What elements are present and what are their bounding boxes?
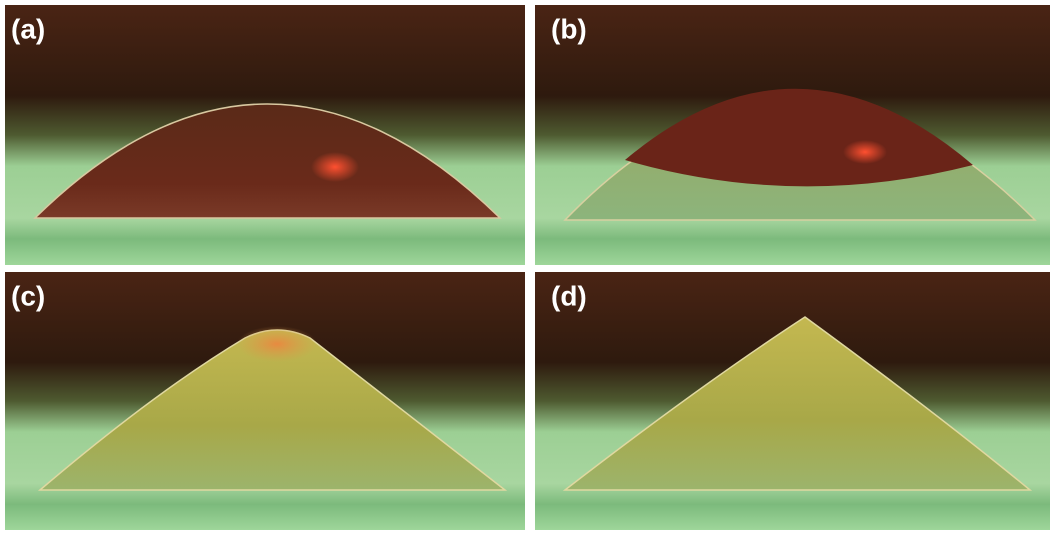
panel: (b) [535,5,1050,265]
red-region [625,88,973,187]
panel: (d) [535,272,1050,530]
droplet [33,103,502,219]
panel: (c) [5,272,525,530]
light-spot [311,152,359,182]
panel: (a) [5,5,525,265]
tip-spot [237,326,317,362]
light-spot [843,140,887,164]
panel-label: (d) [551,280,587,311]
droplet [562,316,1033,491]
panel-label: (c) [11,280,45,311]
panel-label: (a) [11,13,45,44]
panel-label: (b) [551,13,587,44]
